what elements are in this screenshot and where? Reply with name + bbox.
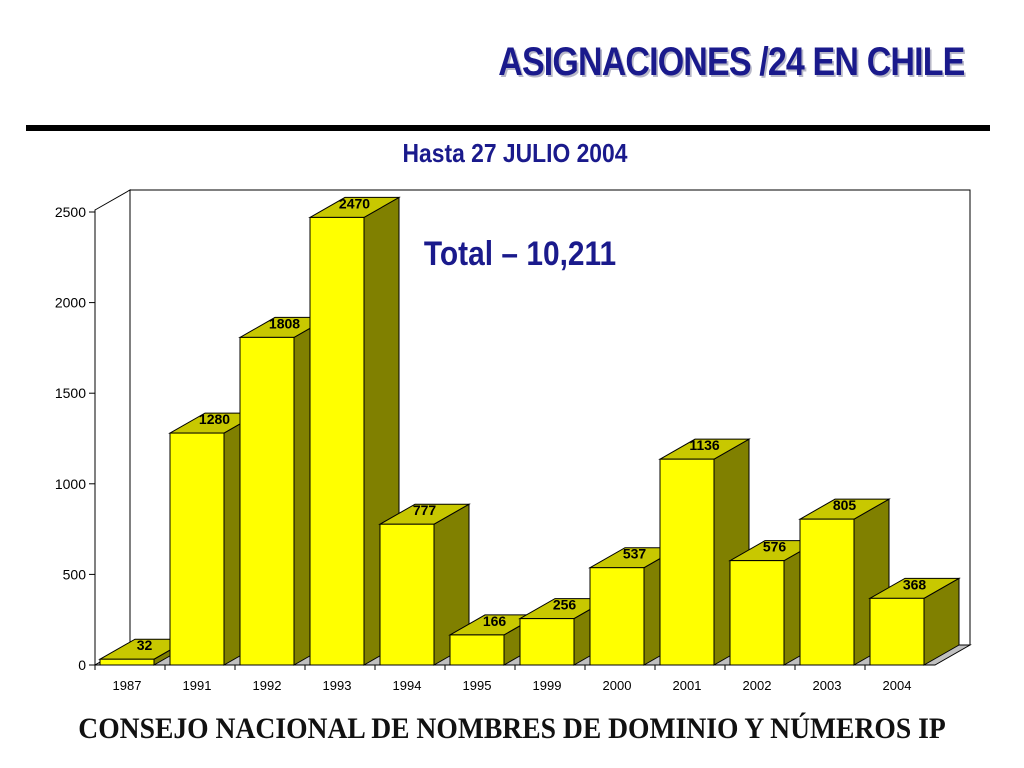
data-label: 576: [763, 539, 787, 555]
x-tick-label: 2003: [813, 678, 842, 693]
x-tick-label: 2004: [883, 678, 912, 693]
footer-organization: CONSEJO NACIONAL DE NOMBRES DE DOMINIO Y…: [78, 712, 946, 745]
x-tick-label: 1991: [183, 678, 212, 693]
data-label: 777: [413, 502, 437, 518]
data-label: 537: [623, 546, 647, 562]
bar: [239, 336, 295, 666]
bar: [379, 523, 435, 666]
title-divider: [26, 125, 990, 131]
bar: [799, 518, 855, 666]
data-label: 256: [553, 597, 577, 613]
bar: [99, 658, 155, 666]
chart-plot: 0 500 1000 1500 2000 2500 32 1987 1280 1991 1808 19…: [55, 189, 972, 693]
bar: [519, 618, 575, 666]
y-tick-label: 500: [63, 566, 87, 582]
y-tick-label: 0: [78, 657, 86, 673]
data-label: 166: [483, 613, 507, 629]
x-tick-label: 1993: [323, 678, 352, 693]
x-tick-label: 1987: [113, 678, 142, 693]
data-label: 2470: [339, 195, 370, 211]
bar: [589, 567, 645, 666]
y-tick-label: 2000: [55, 295, 86, 311]
chart-subtitle: Hasta 27 JULIO 2004: [403, 140, 628, 169]
chart-side-wall: [94, 189, 131, 666]
bar: [729, 560, 785, 666]
bar: [869, 597, 925, 666]
data-label: 1808: [269, 315, 300, 331]
x-tick-label: 1992: [253, 678, 282, 693]
x-tick-label: 2001: [673, 678, 702, 693]
data-label: 32: [137, 637, 153, 653]
x-tick-label: 1999: [533, 678, 562, 693]
data-label: 368: [903, 576, 927, 592]
bar: [659, 458, 715, 666]
bar: [309, 216, 365, 666]
data-label: 1136: [689, 437, 720, 453]
slide-title: ASIGNACIONES /24 EN CHILE: [497, 40, 965, 84]
y-tick-label: 1500: [55, 385, 86, 401]
total-annotation: Total – 10,211: [424, 234, 616, 272]
x-tick-label: 1994: [393, 678, 422, 693]
y-tick-label: 2500: [55, 204, 86, 220]
data-label: 805: [833, 497, 857, 513]
x-tick-label: 2002: [743, 678, 772, 693]
data-label: 1280: [199, 411, 230, 427]
bar-chart: Hasta 27 JULIO 2004 0 500 1000 1500 2000 2500…: [55, 140, 972, 693]
x-tick-label: 1995: [463, 678, 492, 693]
bar: [169, 432, 225, 666]
y-tick-label: 1000: [55, 476, 86, 492]
x-tick-label: 2000: [603, 678, 632, 693]
bar: [449, 634, 505, 666]
